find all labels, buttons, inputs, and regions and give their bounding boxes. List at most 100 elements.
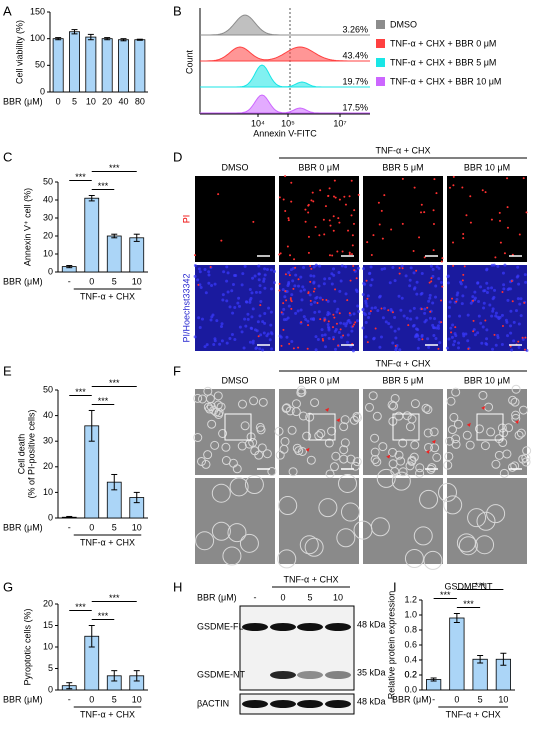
arrow [431,439,436,444]
pi-dot [430,277,433,280]
nucleus [372,336,376,340]
cell [494,450,504,460]
pi-dot [341,250,344,253]
pi-dot [499,219,502,222]
pi-dot [357,193,360,196]
cell [462,430,472,440]
nucleus [369,283,373,287]
nucleus [287,282,291,286]
column-label: DMSO [222,375,249,385]
nucleus [464,285,468,289]
nucleus [423,320,427,324]
cell [221,442,231,452]
nucleus [423,307,427,311]
column-label: DMSO [222,162,249,172]
nucleus [472,328,476,332]
nucleus [361,308,365,312]
nucleus [261,348,265,352]
nucleus [263,286,267,290]
nucleus [242,346,246,350]
nucleus [391,266,395,270]
cell [486,504,506,524]
cell [325,469,335,479]
nucleus [193,274,197,278]
cell [388,447,398,457]
nucleus [339,321,343,325]
pi-dot [440,321,443,324]
cell [339,454,349,464]
pi-dot [338,312,341,315]
nucleus [211,313,215,317]
panel-label: I [393,579,397,594]
group-label: TNF-α + CHX [80,537,135,547]
group-label: TNF-α + CHX [446,709,501,719]
zoom-box [392,413,420,441]
x-tick-label: 40 [118,96,128,106]
nucleus [233,273,237,277]
nucleus [428,293,432,297]
pi-dot [374,327,377,330]
significance-label: *** [463,599,474,609]
pi-dot [352,222,355,225]
nucleus [337,271,341,275]
nucleus [269,310,273,314]
nucleus [263,267,267,271]
pi-dot [304,220,307,223]
flow-x-label: Annexin V-FITC [253,128,317,138]
legend-swatch [376,20,385,29]
pi-dot [278,289,281,292]
nucleus [327,336,331,340]
x-axis-label: BBR (μM) [3,276,43,286]
nucleus [512,339,516,343]
pi-dot [334,288,337,291]
bar [118,39,129,93]
cell [305,412,315,422]
error-bar [71,29,78,35]
cell [282,403,292,413]
pi-dot [452,184,455,187]
y-tick-label: 50 [43,176,53,186]
error-bar [120,38,127,42]
flow-tick-label: 10⁷ [333,118,346,128]
blot-band [270,700,296,708]
nucleus [320,328,324,332]
cell [254,450,264,460]
nucleus [447,306,451,310]
cell [474,424,484,434]
pi-dot [306,347,309,350]
nucleus [332,267,336,271]
micrograph [195,478,275,564]
nucleus [387,322,391,326]
nucleus [397,294,401,298]
nucleus [500,342,504,346]
y-tick-label: 30 [43,436,53,446]
nucleus [476,281,480,285]
pi-dot [319,189,322,192]
y-tick-label: 100 [30,33,45,43]
cell [277,549,297,569]
error-bar [133,491,140,504]
y-tick-label: 40 [43,194,53,204]
error-bar [133,233,140,242]
nucleus [332,335,336,339]
pi-dot [423,211,426,214]
nucleus [326,299,330,303]
cell [423,428,433,438]
x-tick-label: 20 [102,96,112,106]
cell [227,523,247,543]
nucleus [485,268,489,272]
cell [378,442,388,452]
nucleus [197,316,201,320]
pi-dot [365,279,368,282]
cell [429,427,439,437]
pi-dot [366,241,369,244]
pi-dot [455,300,458,303]
nucleus [263,321,267,325]
nucleus [249,326,253,330]
cell [432,452,442,462]
nucleus [355,289,359,293]
nucleus [220,324,224,328]
nucleus [431,323,435,327]
nucleus [196,278,200,282]
pi-dot [252,220,255,223]
